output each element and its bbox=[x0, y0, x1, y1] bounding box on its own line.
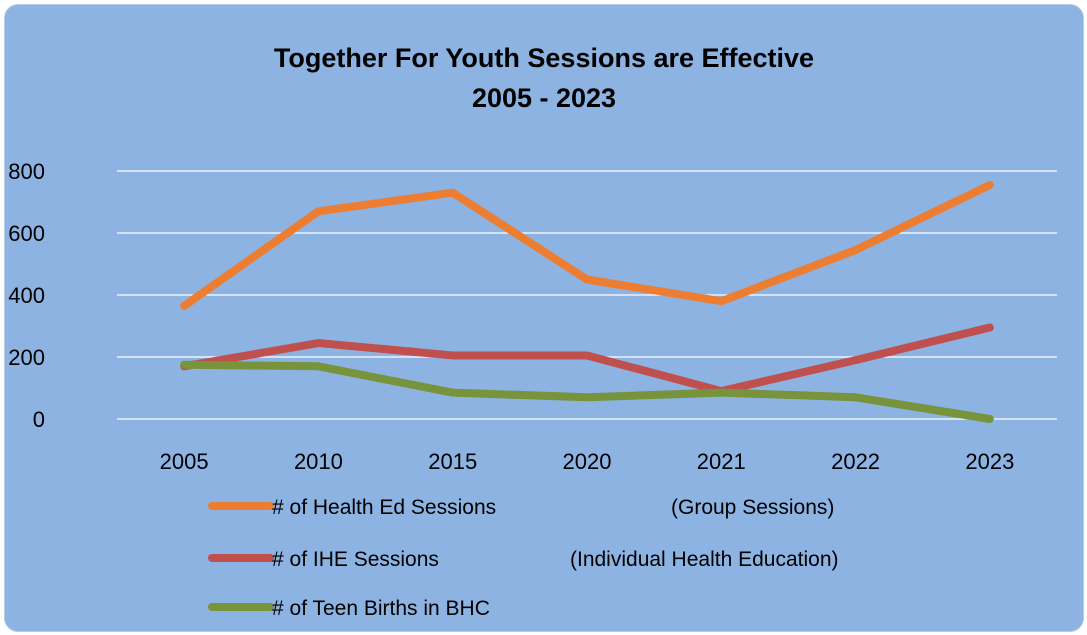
data-point bbox=[586, 279, 588, 280]
chart-title: Together For Youth Sessions are Effectiv… bbox=[273, 43, 815, 73]
data-point bbox=[989, 184, 991, 186]
line-chart: 0 200 400 600 800 2005 2010 2015 2020 2021 2022 202… bbox=[8, 159, 1057, 620]
data-point bbox=[452, 192, 454, 194]
y-tick-label: 400 bbox=[8, 283, 45, 308]
data-point bbox=[855, 396, 857, 398]
chart-container: Together For Youth Sessions are Effectiv… bbox=[4, 4, 1084, 632]
data-point bbox=[183, 305, 185, 307]
data-point bbox=[452, 354, 454, 356]
legend-note: (Group Sessions) bbox=[671, 496, 834, 519]
data-point bbox=[855, 359, 857, 361]
legend-note: (Individual Health Education) bbox=[570, 548, 839, 571]
data-point bbox=[452, 392, 454, 394]
x-tick-label: 2015 bbox=[428, 449, 477, 474]
chart-subtitle: 2005 - 2023 bbox=[471, 83, 617, 113]
data-point bbox=[989, 327, 991, 329]
data-point bbox=[317, 365, 319, 367]
legend-label: # of IHE Sessions bbox=[272, 548, 439, 571]
data-point bbox=[183, 364, 185, 366]
y-tick-label: 800 bbox=[8, 159, 45, 184]
x-tick-label: 2020 bbox=[563, 449, 612, 474]
x-tick-label: 2022 bbox=[831, 449, 880, 474]
data-point bbox=[586, 354, 588, 356]
x-tick-label: 2021 bbox=[697, 449, 746, 474]
y-tick-label: 600 bbox=[8, 221, 45, 246]
y-tick-label: 0 bbox=[33, 407, 45, 432]
series-line bbox=[180, 360, 994, 423]
legend-label: # of Teen Births in BHC bbox=[272, 597, 490, 620]
data-point bbox=[720, 392, 722, 394]
data-point bbox=[317, 342, 319, 344]
x-tick-label: 2023 bbox=[965, 449, 1014, 474]
data-point bbox=[720, 300, 722, 302]
y-tick-label: 200 bbox=[8, 345, 45, 370]
data-point bbox=[989, 418, 991, 420]
x-tick-label: 2010 bbox=[294, 449, 343, 474]
legend-label: # of Health Ed Sessions bbox=[272, 496, 496, 519]
data-point bbox=[586, 396, 588, 398]
data-point bbox=[317, 210, 319, 212]
series-line bbox=[180, 323, 994, 396]
series-line bbox=[180, 180, 994, 310]
x-tick-label: 2005 bbox=[160, 449, 209, 474]
data-point bbox=[855, 249, 857, 251]
